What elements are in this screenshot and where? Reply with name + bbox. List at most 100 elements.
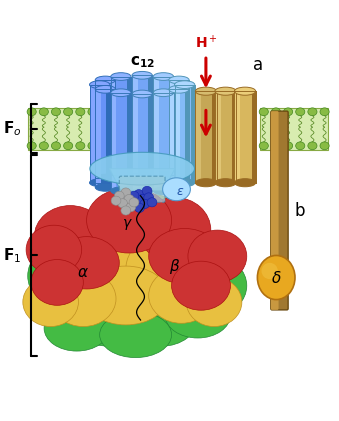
Ellipse shape — [261, 263, 278, 279]
Ellipse shape — [124, 195, 134, 204]
FancyBboxPatch shape — [95, 89, 101, 187]
FancyBboxPatch shape — [111, 93, 131, 191]
Ellipse shape — [235, 179, 256, 187]
Ellipse shape — [76, 142, 85, 150]
Ellipse shape — [139, 197, 211, 263]
Ellipse shape — [95, 184, 116, 191]
Text: $\varepsilon$: $\varepsilon$ — [176, 185, 184, 198]
Ellipse shape — [215, 179, 236, 187]
FancyBboxPatch shape — [127, 93, 131, 191]
Ellipse shape — [308, 142, 317, 150]
FancyBboxPatch shape — [170, 93, 174, 191]
FancyBboxPatch shape — [153, 93, 174, 191]
FancyBboxPatch shape — [148, 75, 152, 173]
Ellipse shape — [175, 81, 195, 88]
Ellipse shape — [175, 179, 195, 187]
FancyBboxPatch shape — [28, 107, 96, 150]
Ellipse shape — [76, 108, 85, 116]
Ellipse shape — [149, 229, 221, 284]
FancyBboxPatch shape — [191, 85, 195, 183]
FancyBboxPatch shape — [185, 89, 189, 187]
FancyBboxPatch shape — [169, 89, 175, 187]
Ellipse shape — [89, 179, 110, 187]
FancyBboxPatch shape — [111, 93, 117, 191]
FancyBboxPatch shape — [112, 80, 116, 178]
Ellipse shape — [36, 246, 98, 305]
FancyBboxPatch shape — [195, 91, 201, 183]
Ellipse shape — [169, 76, 189, 84]
FancyBboxPatch shape — [215, 91, 236, 183]
FancyBboxPatch shape — [89, 85, 110, 183]
FancyBboxPatch shape — [119, 176, 165, 203]
Ellipse shape — [271, 142, 280, 150]
FancyBboxPatch shape — [252, 91, 256, 183]
FancyBboxPatch shape — [213, 91, 217, 183]
FancyBboxPatch shape — [132, 94, 138, 192]
Ellipse shape — [90, 152, 195, 185]
Ellipse shape — [51, 271, 116, 327]
Ellipse shape — [121, 188, 131, 197]
Ellipse shape — [39, 142, 48, 150]
Ellipse shape — [27, 142, 36, 150]
FancyBboxPatch shape — [153, 77, 174, 175]
FancyBboxPatch shape — [95, 89, 116, 187]
Ellipse shape — [126, 290, 198, 346]
FancyBboxPatch shape — [235, 91, 240, 183]
Ellipse shape — [83, 266, 168, 325]
Ellipse shape — [188, 258, 247, 314]
FancyBboxPatch shape — [89, 85, 95, 183]
Text: $\delta$: $\delta$ — [271, 269, 281, 285]
Ellipse shape — [89, 81, 110, 88]
Ellipse shape — [195, 179, 217, 187]
FancyBboxPatch shape — [111, 77, 117, 175]
Ellipse shape — [31, 259, 83, 305]
Ellipse shape — [111, 73, 131, 80]
Text: $\gamma$: $\gamma$ — [122, 217, 133, 232]
FancyBboxPatch shape — [170, 77, 174, 175]
Ellipse shape — [126, 233, 204, 305]
Ellipse shape — [126, 203, 136, 212]
Ellipse shape — [132, 188, 152, 196]
Ellipse shape — [95, 85, 116, 93]
Text: F$_1$: F$_1$ — [3, 246, 21, 265]
Ellipse shape — [271, 108, 280, 116]
FancyBboxPatch shape — [112, 89, 116, 187]
Ellipse shape — [23, 277, 78, 327]
Ellipse shape — [47, 271, 119, 333]
Ellipse shape — [27, 108, 36, 116]
Ellipse shape — [283, 142, 293, 150]
Text: $\mathbf{c_{12}}$: $\mathbf{c_{12}}$ — [129, 54, 155, 69]
Ellipse shape — [169, 184, 189, 191]
Ellipse shape — [153, 171, 174, 179]
Ellipse shape — [296, 142, 305, 150]
Ellipse shape — [34, 205, 106, 268]
Ellipse shape — [70, 240, 149, 312]
Ellipse shape — [163, 232, 232, 294]
Ellipse shape — [188, 230, 247, 282]
Ellipse shape — [153, 89, 174, 96]
Ellipse shape — [145, 271, 217, 333]
Ellipse shape — [111, 187, 131, 195]
FancyBboxPatch shape — [111, 77, 131, 175]
Ellipse shape — [88, 142, 97, 150]
Ellipse shape — [129, 191, 139, 200]
Ellipse shape — [100, 312, 172, 357]
FancyBboxPatch shape — [95, 80, 101, 178]
Ellipse shape — [114, 191, 124, 200]
Ellipse shape — [129, 198, 139, 207]
Polygon shape — [109, 169, 175, 191]
Ellipse shape — [283, 108, 293, 116]
Ellipse shape — [140, 200, 150, 208]
FancyBboxPatch shape — [215, 91, 221, 183]
Ellipse shape — [235, 87, 256, 95]
Ellipse shape — [320, 108, 329, 116]
Ellipse shape — [52, 142, 61, 150]
Ellipse shape — [111, 89, 131, 96]
Ellipse shape — [95, 174, 116, 182]
Text: F$_o$: F$_o$ — [3, 120, 21, 138]
Ellipse shape — [257, 256, 295, 300]
Text: a: a — [253, 56, 263, 74]
FancyBboxPatch shape — [169, 80, 175, 178]
Ellipse shape — [296, 108, 305, 116]
Ellipse shape — [111, 171, 131, 179]
